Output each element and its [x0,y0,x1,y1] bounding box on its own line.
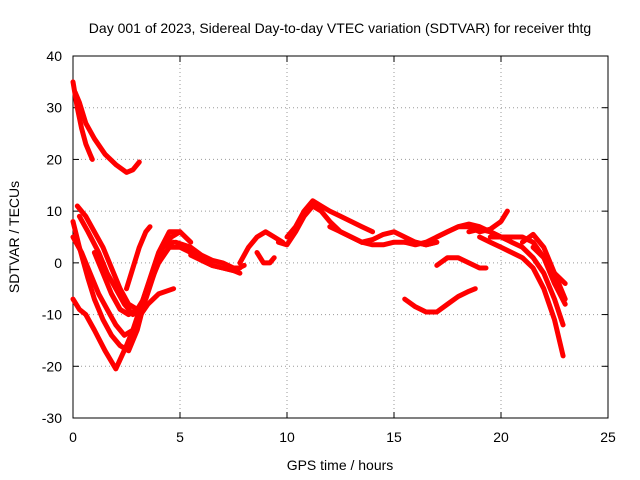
series-arc-23 [466,226,566,328]
chart-title: Day 001 of 2023, Sidereal Day-to-day VTE… [89,20,591,36]
x-tick-label: 0 [69,429,77,445]
x-tick-label: 5 [176,429,184,445]
x-tick-label: 15 [386,429,402,445]
y-axis-label: SDTVAR / TECUs [6,181,22,293]
y-tick-label: 0 [54,255,62,271]
x-tick-label: 20 [493,429,509,445]
y-tick-label: 10 [46,203,62,219]
series-arc-1 [70,79,95,162]
series-arc-27 [530,244,568,286]
series-layer [70,79,568,372]
series-arc-24 [477,234,566,359]
y-tick-label: -30 [42,410,62,426]
x-axis-label: GPS time / hours [287,457,394,473]
x-tick-label: 10 [279,429,295,445]
y-tick-label: -10 [42,307,62,323]
y-tick-labels: -30 -20 -10 0 10 20 30 40 [42,48,62,426]
y-tick-label: 30 [46,100,62,116]
series-arc-12 [188,252,243,276]
series-arc-21 [402,286,478,315]
series-arc-13 [237,229,286,266]
series-arc-14 [254,250,277,266]
series-arc-9 [124,224,153,292]
series-arc-15 [275,203,365,248]
y-tick-label: 20 [46,151,62,167]
x-tick-labels: 0 5 10 15 20 25 [69,429,616,445]
x-tick-label: 25 [600,429,616,445]
series-arc-22 [434,255,489,271]
y-tick-label: 40 [46,48,62,64]
series-arc-26 [519,231,568,302]
series-arc-16 [284,198,376,240]
series-arc-3 [70,286,177,372]
y-tick-label: -20 [42,358,62,374]
series-arc-11 [173,239,243,271]
series-arc-2 [72,89,142,175]
series-arc-8 [91,250,147,318]
